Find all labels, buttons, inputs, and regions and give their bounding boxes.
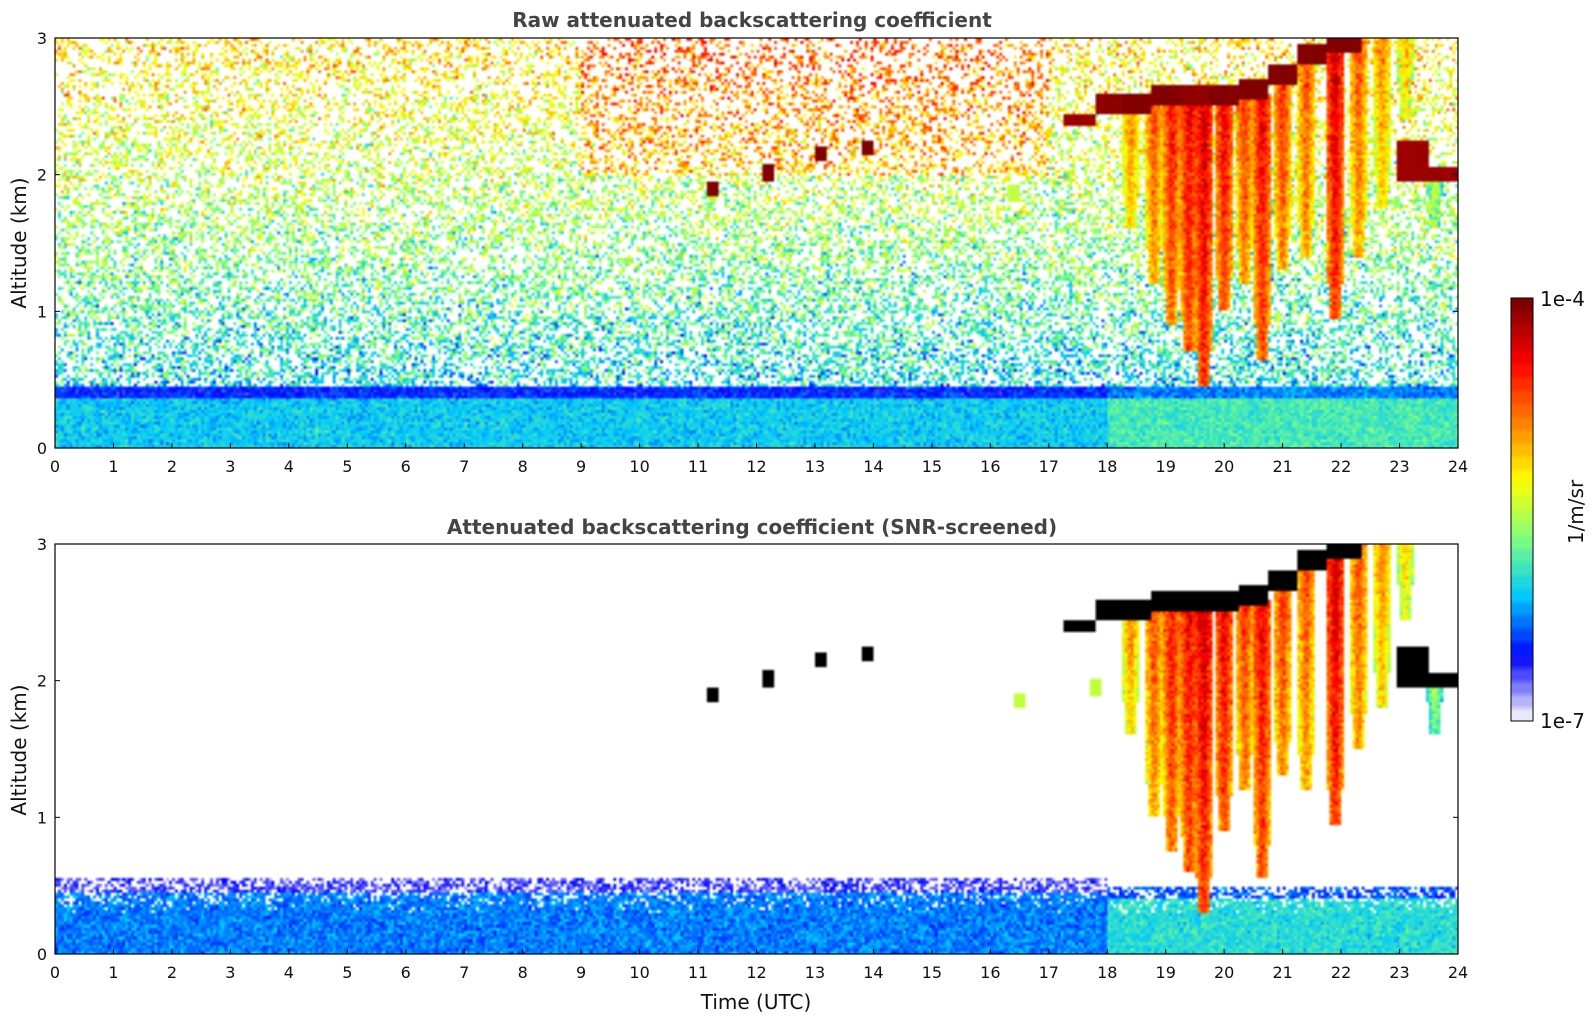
- x-tick-label: 3: [225, 963, 235, 982]
- x-tick-label: 16: [980, 963, 1000, 982]
- raw-panel-title: Raw attenuated backscattering coefficien…: [512, 8, 992, 32]
- x-tick-label: 22: [1331, 457, 1351, 476]
- x-tick-label: 23: [1389, 963, 1409, 982]
- x-tick-label: 21: [1272, 963, 1292, 982]
- x-tick-label: 16: [980, 457, 1000, 476]
- x-tick-label: 15: [922, 963, 942, 982]
- x-tick-label: 23: [1389, 457, 1409, 476]
- x-tick-label: 6: [401, 457, 411, 476]
- x-tick-label: 12: [746, 457, 766, 476]
- raw-panel-axes: 0 1 2 3 4 5 6 7 8 9 10 11 12 13 14 15 16 17 18 19 20 21 22 23 24…: [37, 29, 1468, 476]
- x-tick-label: 14: [863, 457, 883, 476]
- x-tick-label: 17: [1039, 457, 1059, 476]
- colorbar-unit-label: 1/m/sr: [1564, 479, 1588, 544]
- raw-backscatter-heatmap: [55, 38, 1458, 448]
- x-tick-label: 5: [342, 963, 352, 982]
- screened-backscatter-heatmap: [55, 544, 1458, 954]
- x-tick-label: 6: [401, 963, 411, 982]
- x-tick-label: 7: [459, 457, 469, 476]
- x-tick-label: 13: [805, 963, 825, 982]
- x-tick-label: 12: [746, 963, 766, 982]
- x-tick-label: 4: [284, 963, 294, 982]
- x-tick-label: 10: [629, 457, 649, 476]
- x-tick-label: 17: [1039, 963, 1059, 982]
- x-tick-label: 0: [50, 963, 60, 982]
- colorbar-frame: [1510, 297, 1534, 722]
- colorbar-max-label: 1e-4: [1540, 287, 1585, 311]
- y-tick-label: 0: [37, 439, 47, 458]
- x-tick-label: 24: [1448, 457, 1468, 476]
- x-tick-label: 14: [863, 963, 883, 982]
- colorbar-gradient: [1511, 298, 1533, 721]
- x-tick-label: 9: [576, 457, 586, 476]
- y-tick-label: 0: [37, 945, 47, 964]
- y-tick-label: 3: [37, 29, 47, 48]
- x-tick-label: 19: [1156, 457, 1176, 476]
- x-tick-label: 2: [167, 457, 177, 476]
- x-tick-label: 5: [342, 457, 352, 476]
- y-tick-label: 2: [37, 672, 47, 691]
- raw-panel-y-axis-label: Altitude (km): [7, 177, 31, 308]
- x-tick-label: 1: [108, 963, 118, 982]
- x-tick-label: 15: [922, 457, 942, 476]
- colorbar-min-label: 1e-7: [1540, 709, 1585, 733]
- x-tick-label: 21: [1272, 457, 1292, 476]
- x-tick-label: 24: [1448, 963, 1468, 982]
- x-tick-label: 13: [805, 457, 825, 476]
- x-tick-label: 7: [459, 963, 469, 982]
- raw-backscatter-panel: Raw attenuated backscattering coefficien…: [7, 8, 1468, 476]
- x-tick-label: 18: [1097, 963, 1117, 982]
- x-tick-label: 9: [576, 963, 586, 982]
- x-tick-label: 19: [1156, 963, 1176, 982]
- x-tick-label: 18: [1097, 457, 1117, 476]
- x-tick-label: 8: [518, 457, 528, 476]
- x-tick-label: 4: [284, 457, 294, 476]
- x-tick-label: 10: [629, 963, 649, 982]
- x-tick-label: 22: [1331, 963, 1351, 982]
- x-tick-label: 3: [225, 457, 235, 476]
- screened-panel-axes: 0 1 2 3 4 5 6 7 8 9 10 11 12 13 14 15 16 17 18 19 20 21 22 23 24…: [37, 535, 1468, 982]
- x-tick-label: 2: [167, 963, 177, 982]
- x-tick-label: 1: [108, 457, 118, 476]
- y-tick-label: 3: [37, 535, 47, 554]
- x-tick-label: 11: [688, 963, 708, 982]
- x-tick-label: 20: [1214, 457, 1234, 476]
- x-tick-label: 20: [1214, 963, 1234, 982]
- x-tick-label: 11: [688, 457, 708, 476]
- screened-panel-title: Attenuated backscattering coefficient (S…: [447, 515, 1057, 539]
- screened-panel-y-axis-label: Altitude (km): [7, 684, 31, 815]
- x-axis-label: Time (UTC): [700, 990, 812, 1014]
- screened-backscatter-panel: Attenuated backscattering coefficient (S…: [7, 515, 1468, 1014]
- y-tick-label: 1: [37, 808, 47, 827]
- x-tick-label: 8: [518, 963, 528, 982]
- y-tick-label: 1: [37, 302, 47, 321]
- x-tick-label: 0: [50, 457, 60, 476]
- y-tick-label: 2: [37, 166, 47, 185]
- colorbar: 1e-4 1e-7 1/m/sr: [1510, 287, 1588, 733]
